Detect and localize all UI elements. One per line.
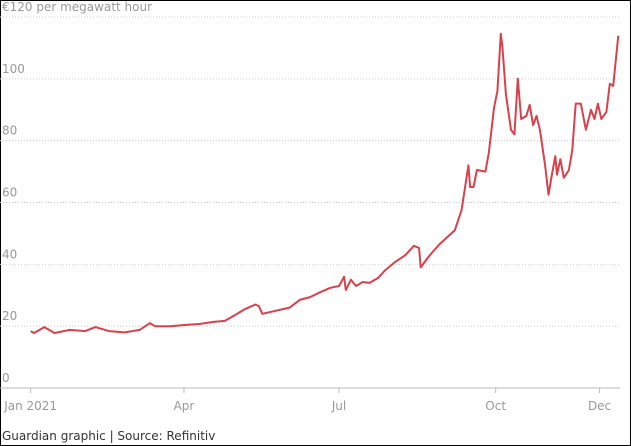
y-tick-label: 20 (2, 309, 17, 323)
x-tick-label: Apr (174, 399, 195, 413)
source: Guardian graphic | Source: Refinitiv (2, 429, 215, 443)
x-tick-label: Dec (588, 399, 611, 413)
y-tick-label: 60 (2, 186, 17, 200)
y-tick-label: 80 (2, 124, 17, 138)
y-tick-label: 100 (2, 62, 25, 76)
y-tick-label: €120 per megawatt hour (2, 0, 152, 14)
x-tick-label: Jul (331, 399, 346, 413)
x-tick-label: Oct (485, 399, 506, 413)
y-tick-label: 40 (2, 247, 17, 261)
line (30, 32, 620, 334)
x-tick-label: Jan 2021 (3, 399, 57, 413)
y-tick-label: 0 (2, 371, 10, 385)
